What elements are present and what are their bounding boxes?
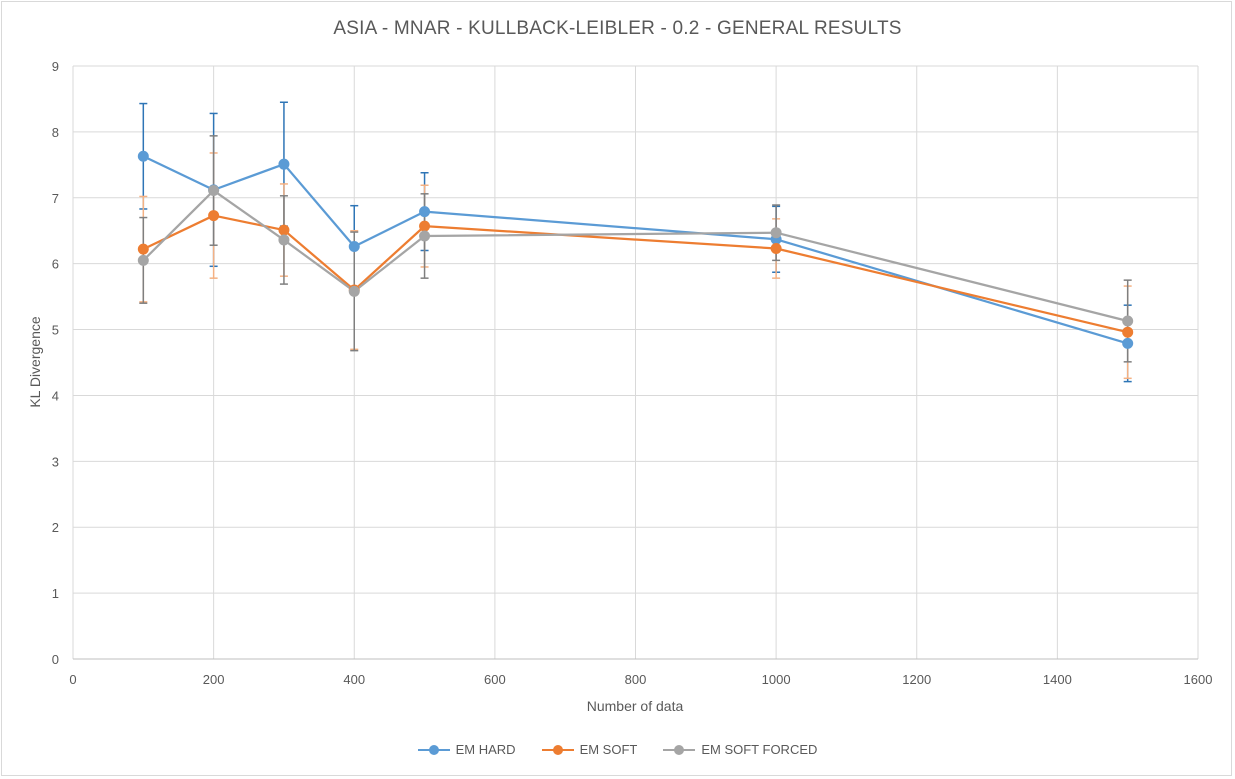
- chart-legend: EM HARD EM SOFT EM SOFT FORCED: [0, 742, 1235, 757]
- em-soft-point: [137, 243, 149, 255]
- x-tick-label: 400: [343, 672, 365, 687]
- x-axis-ticks: 0 200 400 600 800 1000 1200 1400 1600: [69, 672, 1212, 687]
- x-tick-label: 1400: [1043, 672, 1072, 687]
- legend-label-em-hard: EM HARD: [455, 742, 516, 757]
- em-soft-point: [278, 224, 290, 236]
- y-tick-label: 8: [52, 125, 59, 140]
- x-axis-label: Number of data: [587, 698, 684, 714]
- legend-label-em-soft-forced: EM SOFT FORCED: [701, 742, 818, 757]
- series-points: [137, 150, 1134, 349]
- y-tick-label: 6: [52, 257, 59, 272]
- y-tick-label: 3: [52, 454, 59, 469]
- em-soft-forced-point: [278, 234, 290, 246]
- x-tick-label: 800: [625, 672, 647, 687]
- em-soft-forced-point: [137, 254, 149, 266]
- em-soft-forced-point: [208, 185, 220, 197]
- y-axis-label: KL Divergence: [27, 316, 43, 408]
- y-tick-label: 0: [52, 652, 59, 667]
- gridlines: [72, 65, 1199, 660]
- em-soft-forced-point: [1122, 315, 1134, 327]
- em-hard-point: [348, 241, 360, 253]
- legend-swatch-em-soft-forced: [663, 744, 696, 756]
- y-tick-label: 4: [52, 388, 59, 403]
- em-hard-point: [419, 206, 431, 218]
- legend-swatch-em-hard: [417, 744, 450, 756]
- em-soft-forced-point: [348, 285, 360, 297]
- x-tick-label: 200: [203, 672, 225, 687]
- em-hard-point: [1122, 337, 1134, 349]
- em-soft-point: [1122, 326, 1134, 338]
- legend-item-em-hard: EM HARD: [417, 742, 516, 757]
- em-soft-forced-point: [770, 227, 782, 239]
- em-soft-forced-point: [419, 230, 431, 242]
- em-soft-point: [419, 220, 431, 232]
- em-hard-point: [278, 158, 290, 170]
- y-tick-label: 5: [52, 323, 59, 338]
- y-tick-label: 1: [52, 586, 59, 601]
- em-soft-point: [770, 243, 782, 255]
- legend-label-em-soft: EM SOFT: [579, 742, 638, 757]
- legend-swatch-em-soft: [541, 744, 574, 756]
- x-tick-label: 0: [69, 672, 76, 687]
- x-tick-label: 1200: [902, 672, 931, 687]
- x-tick-label: 1000: [762, 672, 791, 687]
- em-hard-point: [137, 150, 149, 162]
- x-tick-label: 600: [484, 672, 506, 687]
- x-tick-label: 1600: [1184, 672, 1213, 687]
- y-tick-label: 7: [52, 191, 59, 206]
- y-tick-label: 2: [52, 520, 59, 535]
- legend-item-em-soft: EM SOFT: [541, 742, 638, 757]
- em-soft-point: [208, 210, 220, 222]
- chart-title: ASIA - MNAR - KULLBACK-LEIBLER - 0.2 - G…: [333, 18, 902, 39]
- y-axis-ticks: 0 1 2 3 4 5 6 7 8 9: [52, 59, 59, 667]
- legend-item-em-soft-forced: EM SOFT FORCED: [663, 742, 817, 757]
- y-tick-label: 9: [52, 59, 59, 74]
